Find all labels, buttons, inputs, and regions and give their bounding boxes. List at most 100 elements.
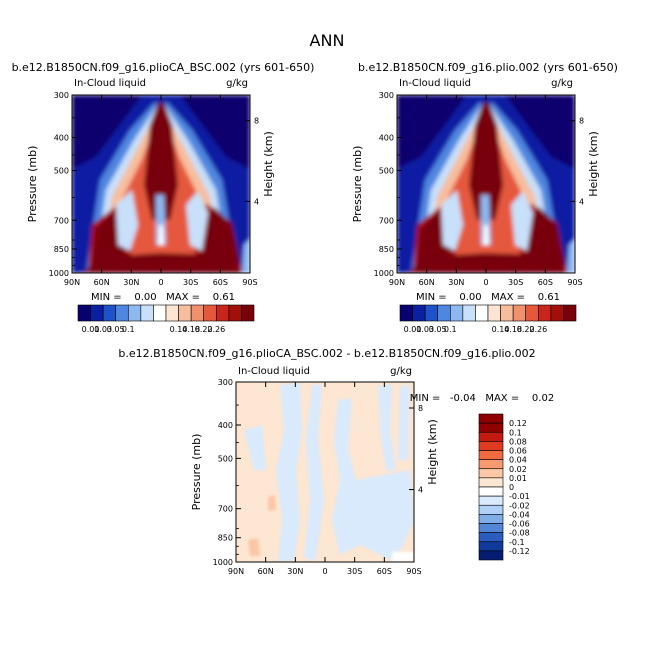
- panel-left-axes-lat-label: 60N: [94, 278, 110, 287]
- diff-colorbar-label: -0.06: [509, 520, 530, 529]
- panel-left-axes-lat-label: 90S: [242, 278, 257, 287]
- panel-left: b.e12.B1850CN.f09_g16.plioCA_BSC.002 (yr…: [12, 61, 315, 334]
- panel-left-axes-htick-label: 8: [254, 117, 259, 126]
- panel-diff-axes-ptick-label: 850: [218, 534, 233, 543]
- panel-diff-axes-ptick-label: 300: [218, 378, 233, 387]
- colorbar-label: 0.18: [182, 325, 200, 334]
- panel-left-axes-ptick-label: 500: [54, 167, 69, 176]
- panel-right-axes-ptick-label: 500: [379, 167, 394, 176]
- colorbar-swatch: [424, 304, 439, 322]
- colorbar-swatch: [512, 304, 527, 322]
- panel-diff-axes-lat-label: 90N: [228, 567, 244, 576]
- panel-diff-colorbar: 0.120.10.080.060.040.020.010-0.01-0.02-0…: [478, 413, 530, 561]
- diff-colorbar-swatch: [478, 413, 504, 424]
- panel-left-axes-ptick-label: 700: [54, 216, 69, 225]
- panel-left-plot: [72, 95, 250, 273]
- colorbar-swatch: [437, 304, 451, 322]
- panel-left-axes-htick-label: 4: [254, 197, 259, 206]
- diff-colorbar-label: 0.02: [509, 465, 527, 474]
- panel-right-axes-htick-label: 4: [579, 197, 584, 206]
- panel-diff-axes-htick-label: 4: [418, 486, 423, 495]
- colorbar-swatch: [203, 304, 217, 322]
- panel-right-axes-lat-label: 30N: [448, 278, 464, 287]
- panel-diff-axes-htick-label: 8: [418, 404, 423, 413]
- panel-diff-units: g/kg: [390, 366, 412, 377]
- panel-diff-axes-ptick-label: 700: [218, 505, 233, 514]
- panel-left-axes-ylabel: Pressure (mb): [26, 146, 39, 223]
- colorbar-label: 0.01: [404, 325, 422, 334]
- panel-right-title: b.e12.B1850CN.f09_g16.plio.002 (yrs 601-…: [358, 61, 618, 74]
- panel-left-axes-lat-label: 90N: [64, 278, 80, 287]
- panel-diff: b.e12.B1850CN.f09_g16.plioCA_BSC.002 - b…: [118, 347, 554, 576]
- panel-diff-axes-lat-label: 0: [322, 567, 327, 576]
- panel-left-axes-lat-label: 30N: [123, 278, 139, 287]
- colorbar-swatch: [500, 304, 514, 322]
- diff-colorbar-swatch: [478, 477, 504, 488]
- diff-colorbar-label: -0.08: [509, 529, 530, 538]
- panel-right-colorbar: 0.010.030.050.1 0.140.180.220.26: [399, 304, 577, 334]
- colorbar-swatch: [399, 304, 413, 322]
- diff-colorbar-swatch: [478, 486, 504, 497]
- diff-colorbar-swatch: [478, 504, 504, 515]
- colorbar-label: 0.22: [195, 325, 213, 334]
- diff-colorbar-swatch: [478, 523, 504, 533]
- colorbar-swatch: [228, 304, 242, 322]
- panel-diff-minmax: MIN = -0.04 MAX = 0.02: [410, 393, 554, 404]
- diff-colorbar-label: 0.1: [509, 428, 522, 437]
- panel-diff-axes-ptick-label: 400: [218, 421, 233, 430]
- panel-right-axes-htick-label: 8: [579, 117, 584, 126]
- panel-diff-axes-ylabel-right: Height (km): [426, 419, 439, 485]
- panel-left-colorbar: 0.010.030.050.1 0.140.180.220.26: [77, 304, 255, 334]
- panel-diff-axes-lat-label: 90S: [406, 567, 421, 576]
- panel-right-field: In-Cloud liquid: [399, 78, 471, 89]
- colorbar-swatch: [90, 304, 104, 322]
- colorbar-swatch: [215, 304, 230, 322]
- panel-right-axes-ptick-label: 400: [379, 134, 394, 143]
- colorbar-swatch: [563, 304, 577, 322]
- panel-right-axes-lat-label: 30S: [508, 278, 523, 287]
- panel-left-field: In-Cloud liquid: [74, 78, 146, 89]
- diff-colorbar-label: 0: [509, 483, 514, 492]
- panel-left-units: g/kg: [226, 78, 248, 89]
- colorbar-swatch: [241, 304, 255, 322]
- diff-colorbar-swatch: [478, 495, 504, 506]
- colorbar-label: 0.03: [94, 325, 112, 334]
- panel-right-axes-ptick-label: 700: [379, 216, 394, 225]
- panel-left-axes-ptick-label: 850: [54, 245, 69, 254]
- colorbar-label: 0.1: [444, 325, 457, 334]
- colorbar-label: 0.26: [529, 325, 547, 334]
- diff-colorbar-label: 0.01: [509, 474, 527, 483]
- panel-right-axes-ylabel-right: Height (km): [587, 131, 600, 197]
- diff-colorbar-label: -0.12: [509, 547, 530, 556]
- diff-colorbar-label: -0.04: [509, 510, 530, 519]
- colorbar-label: 0.26: [207, 325, 225, 334]
- colorbar-label: 0.18: [504, 325, 522, 334]
- colorbar-swatch: [102, 304, 117, 322]
- panel-diff-axes-lat-label: 30S: [347, 567, 362, 576]
- colorbar-swatch: [449, 304, 464, 322]
- panel-right-axes-ptick-label: 300: [379, 91, 394, 100]
- colorbar-swatch: [115, 304, 129, 322]
- panel-left-title: b.e12.B1850CN.f09_g16.plioCA_BSC.002 (yr…: [12, 61, 315, 74]
- colorbar-label: 0.1: [122, 325, 135, 334]
- diff-colorbar-label: -0.02: [509, 501, 530, 510]
- colorbar-label: 0.22: [517, 325, 535, 334]
- panel-diff-plot: [236, 382, 414, 562]
- panel-left-minmax: MIN = 0.00 MAX = 0.61: [91, 292, 235, 303]
- panel-left-axes: 300 400 500 700 850 1000 8 4 90N 60N 30N 0 30S 60S 90S…: [26, 91, 275, 287]
- colorbar-swatch: [475, 304, 489, 322]
- colorbar-label: 0.14: [170, 325, 188, 334]
- panel-diff-axes-ptick-label: 500: [218, 454, 233, 463]
- panel-diff-axes-lat-label: 60N: [258, 567, 274, 576]
- panel-left-axes-ptick-label: 300: [54, 91, 69, 100]
- diff-colorbar-swatch: [478, 550, 504, 561]
- diff-colorbar-swatch: [478, 459, 504, 470]
- diff-colorbar-swatch: [478, 431, 504, 442]
- panel-right-axes-ylabel: Pressure (mb): [351, 146, 364, 223]
- panel-diff-axes-ylabel: Pressure (mb): [190, 434, 203, 511]
- colorbar-swatch: [153, 304, 167, 322]
- colorbar-swatch: [525, 304, 539, 322]
- panel-diff-axes-lat-label: 60S: [377, 567, 392, 576]
- panel-left-axes-ylabel-right: Height (km): [262, 131, 275, 197]
